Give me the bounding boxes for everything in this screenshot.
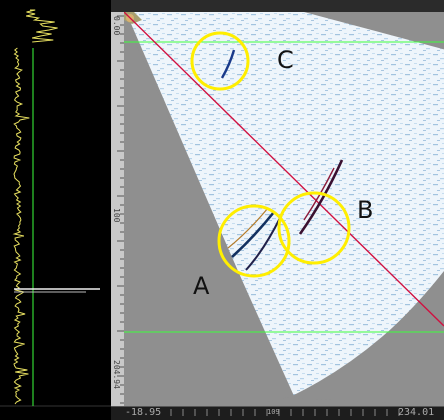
depth-label-start: 0.00 <box>112 16 121 36</box>
depth-ruler-ticks <box>117 15 124 404</box>
beam-cursor-line[interactable] <box>124 12 444 327</box>
indication-b <box>298 159 344 235</box>
indication-a <box>231 211 276 258</box>
depth-label-end: 204.94 <box>112 360 121 389</box>
scan-axis-end-label: 234.01 <box>398 407 435 418</box>
depth-ruler: 0.00 100 204.94 <box>111 12 125 406</box>
a-scan-waveform <box>0 9 111 407</box>
top-status-strip <box>111 0 444 12</box>
marker-label-c: C <box>277 46 294 74</box>
scan-axis-ruler: -18.95 109 234.01 <box>111 406 444 420</box>
sector-scan-image[interactable] <box>124 12 444 406</box>
marker-circle-c[interactable] <box>190 31 250 91</box>
sector-fan-area <box>126 12 444 396</box>
marker-label-a: A <box>193 272 210 300</box>
scan-axis-start-label: -18.95 <box>125 407 162 418</box>
indication-c <box>220 49 236 79</box>
scan-axis-mid-label: 109 <box>267 408 280 416</box>
scan-axis-ticks <box>170 409 400 416</box>
marker-circle-b[interactable] <box>277 191 351 265</box>
a-scan-panel <box>0 0 111 419</box>
depth-label-mid: 100 <box>112 208 121 223</box>
a-scan-trace <box>12 9 58 405</box>
marker-label-b: B <box>357 196 374 224</box>
marker-circle-a[interactable] <box>217 204 291 278</box>
sector-scan-panel[interactable]: C B A <box>124 12 444 406</box>
